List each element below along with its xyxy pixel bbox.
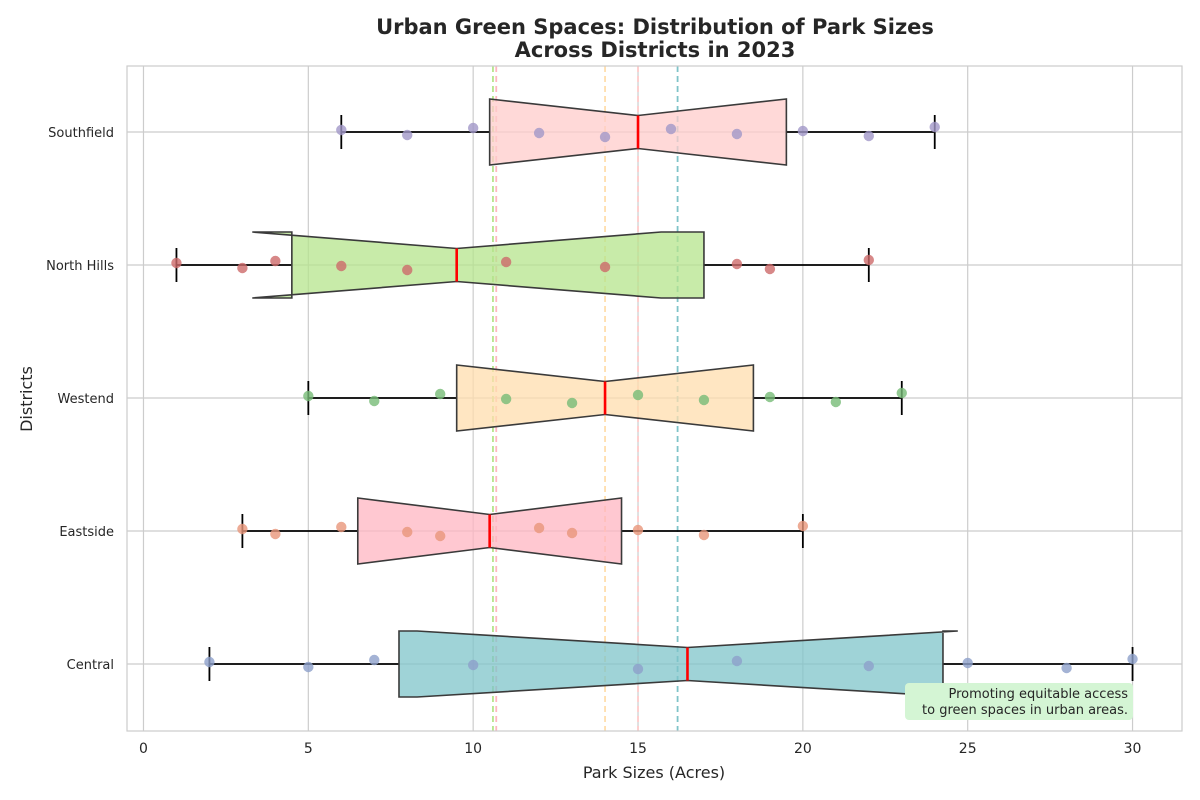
data-point — [830, 396, 842, 408]
data-point — [336, 260, 347, 272]
data-point — [632, 389, 644, 401]
data-point — [500, 256, 512, 268]
plot-frame — [126, 65, 1183, 732]
data-point — [237, 262, 248, 274]
data-point — [435, 388, 446, 400]
y-tick-label: Eastside — [59, 525, 114, 540]
data-point — [863, 130, 874, 142]
data-point — [962, 657, 973, 669]
data-point — [566, 527, 578, 539]
data-point — [402, 526, 413, 538]
data-point — [863, 660, 874, 672]
data-point — [467, 659, 479, 671]
data-point — [237, 523, 248, 535]
box-eastside — [241, 497, 804, 565]
data-point — [731, 655, 743, 667]
y-axis-label: Districts — [17, 366, 36, 432]
data-point — [402, 129, 413, 141]
data-point — [566, 397, 578, 409]
data-point — [270, 528, 281, 540]
y-tick-label: Southfield — [48, 126, 114, 141]
box-body — [252, 231, 705, 299]
data-point — [764, 263, 776, 275]
x-tick-label: 5 — [304, 741, 313, 757]
data-point — [1061, 662, 1072, 674]
x-tick-label: 20 — [794, 741, 812, 757]
data-point — [698, 529, 710, 541]
data-point — [204, 656, 215, 668]
data-point — [797, 520, 809, 532]
x-tick-label: 0 — [139, 741, 148, 757]
annotation-line2: to green spaces in urban areas. — [922, 703, 1128, 718]
x-tick-label: 30 — [1124, 741, 1142, 757]
box-north-hills — [175, 231, 870, 299]
annotation-box — [905, 683, 1133, 720]
x-tick-label: 15 — [629, 741, 647, 757]
data-point — [764, 391, 776, 403]
data-point — [303, 661, 314, 673]
annotation: Promoting equitable access to green spac… — [905, 683, 1133, 720]
box-westend — [307, 364, 903, 432]
data-point — [1127, 653, 1138, 665]
data-point — [369, 654, 380, 666]
data-point — [896, 387, 907, 399]
data-point — [599, 261, 611, 273]
data-points — [171, 121, 1138, 675]
data-point — [303, 390, 314, 402]
tick-labels: 0 5 10 15 20 25 30 Central Eastside Westend North … — [46, 126, 1141, 757]
data-point — [797, 125, 809, 137]
data-point — [171, 257, 182, 269]
data-point — [270, 255, 281, 267]
data-point — [336, 124, 347, 136]
data-point — [929, 121, 940, 133]
data-point — [467, 122, 479, 134]
y-tick-label: North Hills — [46, 259, 114, 274]
data-point — [599, 131, 611, 143]
y-tick-label: Westend — [58, 392, 114, 407]
data-point — [435, 530, 446, 542]
data-point — [533, 522, 545, 534]
box-southfield — [340, 98, 936, 166]
boxes — [175, 98, 1134, 698]
data-point — [369, 395, 380, 407]
data-point — [632, 524, 644, 536]
y-tick-label: Central — [67, 658, 114, 673]
data-point — [500, 393, 512, 405]
annotation-line1: Promoting equitable access — [948, 687, 1128, 702]
data-point — [665, 123, 677, 135]
data-point — [533, 127, 545, 139]
x-tick-label: 25 — [959, 741, 977, 757]
x-tick-label: 10 — [464, 741, 482, 757]
data-point — [731, 128, 743, 140]
chart-title-line1: Urban Green Spaces: Distribution of Park… — [376, 15, 934, 39]
data-point — [698, 394, 710, 406]
data-point — [632, 663, 644, 675]
data-point — [336, 521, 347, 533]
data-point — [731, 258, 743, 270]
chart-title-line2: Across Districts in 2023 — [515, 38, 796, 62]
data-point — [863, 254, 874, 266]
x-axis-label: Park Sizes (Acres) — [583, 763, 725, 782]
data-point — [402, 264, 413, 276]
